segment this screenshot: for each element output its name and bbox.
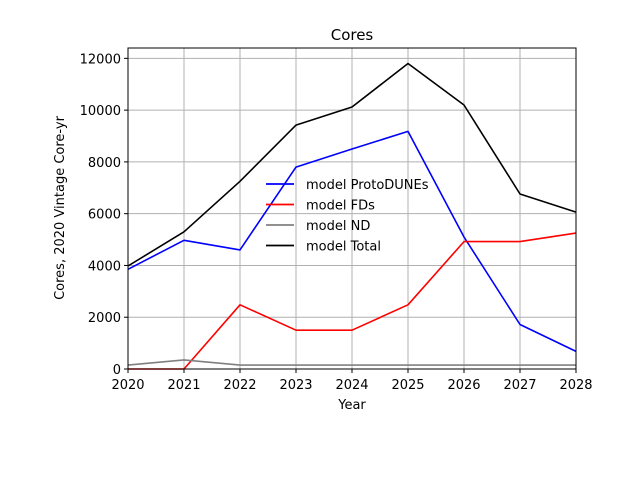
x-tick-label: 2027 (503, 378, 536, 393)
legend: model ProtoDUNEs model FDs model ND model T… (266, 178, 429, 255)
x-tick-label: 2023 (279, 378, 312, 393)
legend-label-model-nd: model ND (306, 219, 370, 234)
x-tick-label: 2026 (447, 378, 480, 393)
y-tick-label: 0 (113, 363, 121, 378)
x-tick-label: 2025 (391, 378, 424, 393)
x-tick-label: 2021 (167, 378, 200, 393)
series-line-model-fds (128, 232, 577, 370)
legend-label-model-total: model Total (306, 240, 381, 255)
x-tick-label: 2024 (335, 378, 368, 393)
x-tick-label: 2022 (223, 378, 256, 393)
y-tick-label: 4000 (88, 259, 121, 274)
chart-title: Cores (331, 26, 374, 44)
legend-label-model-protodunes: model ProtoDUNEs (306, 178, 429, 193)
x-tick-label: 2028 (559, 378, 592, 393)
axis-ticks: 2020 2021 2022 2023 2024 2025 2026 2027 2028 0 200… (80, 52, 593, 393)
x-tick-label: 2020 (111, 378, 144, 393)
y-tick-label: 10000 (80, 104, 121, 119)
y-tick-label: 2000 (88, 311, 121, 326)
y-tick-label: 8000 (88, 156, 121, 171)
legend-label-model-fds: model FDs (306, 199, 375, 214)
series-line-model-nd (127, 359, 576, 366)
y-tick-label: 12000 (80, 52, 121, 67)
series-line-model-protodunes (127, 130, 577, 353)
series-lines (127, 62, 577, 370)
y-axis-label: Cores, 2020 Vintage Core-yr (53, 115, 68, 299)
series-line-model-total (127, 62, 577, 267)
y-tick-label: 6000 (88, 208, 121, 223)
x-axis-label: Year (337, 398, 366, 413)
